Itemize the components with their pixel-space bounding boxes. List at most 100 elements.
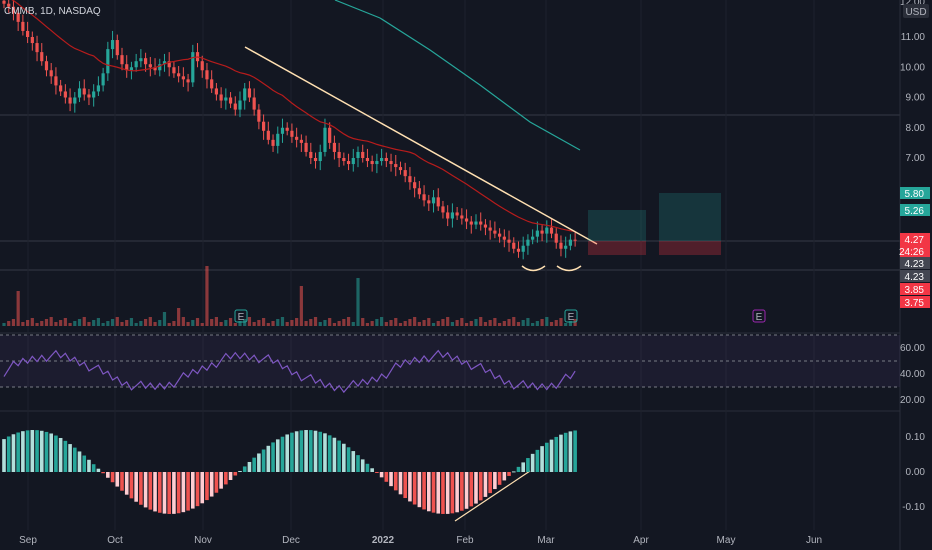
oscillator-bar <box>247 461 252 472</box>
volume-bar <box>318 322 322 326</box>
candle-body <box>243 88 247 101</box>
candle-body <box>389 161 393 165</box>
volume-bar <box>101 323 105 326</box>
volume-bar <box>474 319 478 326</box>
oscillator-bar <box>21 431 25 472</box>
volume-bar <box>44 319 49 326</box>
volume-bar <box>158 320 162 326</box>
volume-bar <box>450 322 454 326</box>
volume-bar <box>228 318 233 326</box>
candle-body <box>106 49 110 74</box>
shoulder-arc <box>521 265 546 272</box>
oscillator-bar <box>120 472 124 491</box>
candle-body <box>313 158 318 162</box>
volume-bar <box>323 320 327 326</box>
currency-label: USD <box>905 7 926 18</box>
oscillator-bar <box>568 431 573 472</box>
volume-bar <box>295 318 299 326</box>
price-tag-label: 5.26 <box>905 206 925 217</box>
oscillator-bar <box>540 446 544 472</box>
oscillator-bar <box>530 453 535 472</box>
candle-body <box>549 227 554 234</box>
candle-body <box>186 79 190 83</box>
oscillator-bar <box>545 442 549 472</box>
candle-body <box>568 239 572 246</box>
oscillator-bar <box>280 436 285 472</box>
oscillator-bar <box>563 432 568 472</box>
candle-body <box>342 158 346 162</box>
oscillator-bar <box>233 472 238 476</box>
candle-body <box>474 221 478 225</box>
candle-body <box>332 142 336 152</box>
candle-body <box>210 79 214 89</box>
oscillator-bar <box>337 440 341 472</box>
resistance-trendline <box>244 46 598 245</box>
currency-badge[interactable] <box>903 4 929 18</box>
volume-bar <box>564 323 568 326</box>
candle-body <box>77 88 82 98</box>
price-tag <box>900 283 930 295</box>
volume-bar <box>304 321 308 326</box>
volume-bar <box>195 318 200 326</box>
oscillator-bar <box>30 430 35 472</box>
candle-body <box>531 236 535 240</box>
oscillator-bar <box>214 472 219 493</box>
volume-bar <box>380 317 384 326</box>
candle-body <box>125 64 129 71</box>
rsi-tick-label: 60.00 <box>900 343 925 354</box>
candle-body <box>59 85 63 92</box>
volume-bar <box>526 318 530 326</box>
oscillator-bar <box>370 468 374 472</box>
price-tick-label: 8.00 <box>906 123 926 134</box>
price-tag <box>900 257 930 269</box>
candle-body <box>304 142 308 152</box>
oscillator-bar <box>309 430 313 472</box>
volume-bar <box>257 320 261 326</box>
volume-bar <box>441 319 445 326</box>
oscillator-bar <box>356 455 360 472</box>
oscillator-bar <box>493 472 497 490</box>
volume-bar <box>498 323 502 326</box>
volume-bar <box>309 319 313 326</box>
candle-body <box>129 67 134 71</box>
volume-bars <box>2 266 577 326</box>
volume-bar <box>545 317 549 326</box>
candle-body <box>455 212 459 216</box>
volume-bar <box>531 323 535 326</box>
volume-bar <box>573 319 577 326</box>
volume-bar <box>337 321 341 326</box>
price-tag <box>900 296 930 308</box>
candle-body <box>73 97 77 104</box>
candle-body <box>285 127 289 131</box>
price-tag-label: 24:26 <box>899 247 924 258</box>
oscillator-bar <box>68 444 72 472</box>
oscillator-bar <box>299 430 304 472</box>
oscillator-bar <box>2 439 6 472</box>
volume-bar <box>115 317 119 326</box>
volume-bar <box>285 322 289 326</box>
volume-bar <box>129 318 134 326</box>
oscillator-bar <box>313 430 318 472</box>
oscillator-bar <box>323 433 327 472</box>
oscillator-bar <box>445 472 450 514</box>
oscillator-bar <box>11 434 16 472</box>
oscillator-bar <box>455 472 459 513</box>
candle-body <box>370 161 374 165</box>
candle-body <box>68 97 72 104</box>
volume-bar <box>365 323 370 326</box>
oscillator-bar <box>35 430 39 472</box>
candle-body <box>408 176 412 183</box>
volume-bar <box>427 318 431 326</box>
candle-body <box>309 151 313 158</box>
volume-bar <box>417 322 421 326</box>
oscillator-bar <box>393 472 398 491</box>
volume-bar <box>559 318 563 326</box>
oscillator-bar <box>63 440 68 472</box>
candle-body <box>493 230 497 234</box>
oscillator-bar <box>351 451 356 472</box>
price-tag <box>900 187 930 199</box>
volume-bar <box>370 321 374 326</box>
candle-body <box>30 37 34 44</box>
volume-bar <box>73 321 77 326</box>
volume-bar <box>483 322 488 326</box>
